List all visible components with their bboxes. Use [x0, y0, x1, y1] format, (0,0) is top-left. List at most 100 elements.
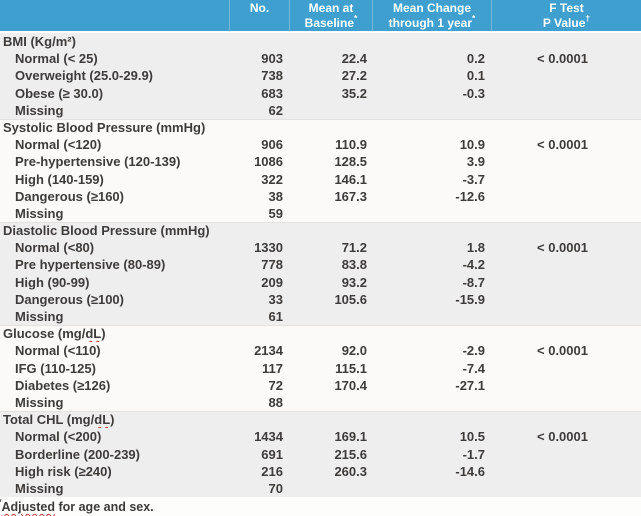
cell-no: 88	[268, 394, 283, 410]
cell-mean-baseline: 27.2	[341, 68, 367, 84]
cell-pvalue	[492, 463, 641, 480]
cell-mean-change: 3.9	[466, 154, 485, 170]
cell-pvalue	[492, 274, 641, 291]
cell-mean-change	[373, 394, 492, 411]
cell-mean-change: -3.7	[462, 171, 485, 187]
cell-mean-baseline: 92.0	[341, 343, 367, 359]
cell-mean-baseline: 167.3	[334, 188, 367, 204]
table-row: Dangerous (≥100) 33 105.6 -15.9	[0, 291, 641, 308]
cell-mean-change: 10.9	[459, 137, 485, 153]
row-label: Normal (<110)	[15, 343, 101, 359]
asterisk-superscript: *	[354, 12, 358, 23]
cell-no: 209	[261, 274, 283, 290]
cell-no: 2134	[254, 343, 283, 359]
cell-mean-change	[373, 308, 492, 325]
cell-mean-change	[373, 205, 492, 222]
footnote-text: Adjusted for age and sex.	[1, 500, 154, 515]
cell-mean-baseline: 169.1	[334, 429, 367, 445]
cell-pvalue	[492, 205, 641, 222]
asterisk-superscript: *	[472, 12, 476, 23]
row-label: Missing	[15, 309, 64, 324]
cell-mean-baseline: 105.6	[334, 291, 367, 307]
cell-mean-baseline: 83.8	[341, 257, 367, 273]
cell-pvalue	[492, 85, 641, 102]
header-label-mean-baseline-line2: Baseline	[304, 15, 355, 30]
cell-mean-change: -7.4	[462, 360, 485, 376]
cell-mean-baseline: 260.3	[334, 463, 367, 479]
header-label-mean-change-line1: Mean Change	[392, 1, 471, 15]
section-title-row: BMI (Kg/m²)	[0, 33, 641, 50]
cell-mean-change: -2.9	[462, 343, 485, 359]
cell-no: 903	[261, 51, 283, 67]
cell-pvalue: < 0.0001	[537, 429, 588, 445]
header-cell-no: No.	[230, 0, 290, 31]
table-row: Pre hypertensive (80-89) 778 83.8 -4.2	[0, 256, 641, 273]
table-row: Pre-hypertensive (120-139) 1086 128.5 3.9	[0, 153, 641, 170]
cell-mean-baseline: 35.2	[341, 85, 367, 101]
cell-pvalue	[492, 360, 641, 377]
header-label-no: No.	[249, 1, 270, 15]
row-label: Obese (≥ 30.0)	[15, 85, 104, 101]
row-label: Missing	[15, 102, 64, 118]
cell-pvalue	[492, 446, 641, 463]
header-label-ftest-line1: F Test	[549, 1, 584, 15]
cell-no: 33	[268, 291, 283, 307]
row-label: Borderline (200-239)	[15, 446, 140, 462]
cell-mean-change: -4.2	[462, 257, 485, 273]
table-row: Normal (<80) 1330 71.2 1.8 < 0.0001	[0, 239, 641, 256]
cell-mean-change: -0.3	[462, 85, 485, 101]
row-label: Diabetes (≥126)	[15, 377, 111, 393]
cell-mean-change	[373, 480, 492, 497]
cell-pvalue	[492, 188, 641, 205]
header-cell-mean-baseline: Mean at Baseline*	[290, 0, 373, 31]
cell-no: 216	[261, 463, 283, 479]
section-title-row: Total CHL (mg/dL)	[0, 411, 641, 428]
header-cell-ftest-pvalue: F Test P Value†	[492, 0, 641, 31]
table-section: Systolic Blood Pressure (mmHg) Normal (<1…	[0, 118, 641, 223]
table-row: Normal (< 25) 903 22.4 0.2 < 0.0001	[0, 50, 641, 67]
spellcheck-squiggle: dL	[85, 326, 102, 342]
cell-pvalue	[492, 153, 641, 170]
table-row: Normal (<120) 906 110.9 10.9 < 0.0001	[0, 136, 641, 153]
cell-pvalue	[492, 480, 641, 497]
section-title: Total CHL (mg/dL)	[3, 412, 115, 428]
cell-mean-change: -12.6	[455, 188, 485, 204]
row-label: Dangerous (≥100)	[15, 291, 124, 307]
cell-pvalue	[492, 102, 641, 119]
row-label: Missing	[15, 394, 64, 410]
cell-mean-change: -1.7	[462, 446, 485, 462]
table-row: Missing 88	[0, 394, 641, 411]
cell-no: 691	[261, 446, 283, 462]
cell-mean-baseline	[290, 308, 373, 325]
cell-mean-change: -27.1	[455, 377, 485, 393]
cell-mean-change: -15.9	[455, 291, 485, 307]
cell-no: 683	[261, 85, 283, 101]
cell-mean-change: 1.8	[466, 240, 485, 256]
row-label: IFG (110-125)	[15, 360, 96, 376]
table-section: BMI (Kg/m²) Normal (< 25) 903 22.4 0.2 < 0.00…	[0, 33, 641, 119]
section-title: Systolic Blood Pressure (mmHg)	[3, 119, 206, 135]
table-header-row: No. Mean at Baseline* Mean Change throug…	[0, 0, 641, 33]
cell-mean-baseline: 110.9	[335, 137, 367, 153]
cell-no: 117	[262, 360, 283, 376]
table-row: Normal (<110) 2134 92.0 -2.9 < 0.0001	[0, 342, 641, 359]
table-row: Borderline (200-239) 691 215.6 -1.7	[0, 446, 641, 463]
spellcheck-squiggle: Adjusted	[1, 500, 55, 515]
cell-mean-baseline: 93.2	[341, 274, 367, 290]
table-row: Missing 61	[0, 308, 641, 325]
cell-mean-baseline	[290, 480, 373, 497]
cell-mean-baseline: 71.2	[341, 240, 367, 256]
cell-pvalue	[492, 256, 641, 273]
row-label: Missing	[15, 480, 64, 496]
section-title: Glucose (mg/dL)	[3, 326, 106, 342]
cell-no: 1434	[254, 429, 283, 445]
cell-mean-baseline: 146.1	[334, 171, 367, 187]
cell-no: 59	[268, 205, 283, 221]
cell-mean-baseline	[290, 205, 373, 222]
row-label: High (90-99)	[15, 274, 90, 290]
header-label-mean-baseline-line1: Mean at	[308, 1, 354, 15]
cell-pvalue	[492, 67, 641, 84]
section-title: BMI (Kg/m²)	[3, 34, 76, 49]
row-label: Dangerous (≥160)	[15, 188, 124, 204]
